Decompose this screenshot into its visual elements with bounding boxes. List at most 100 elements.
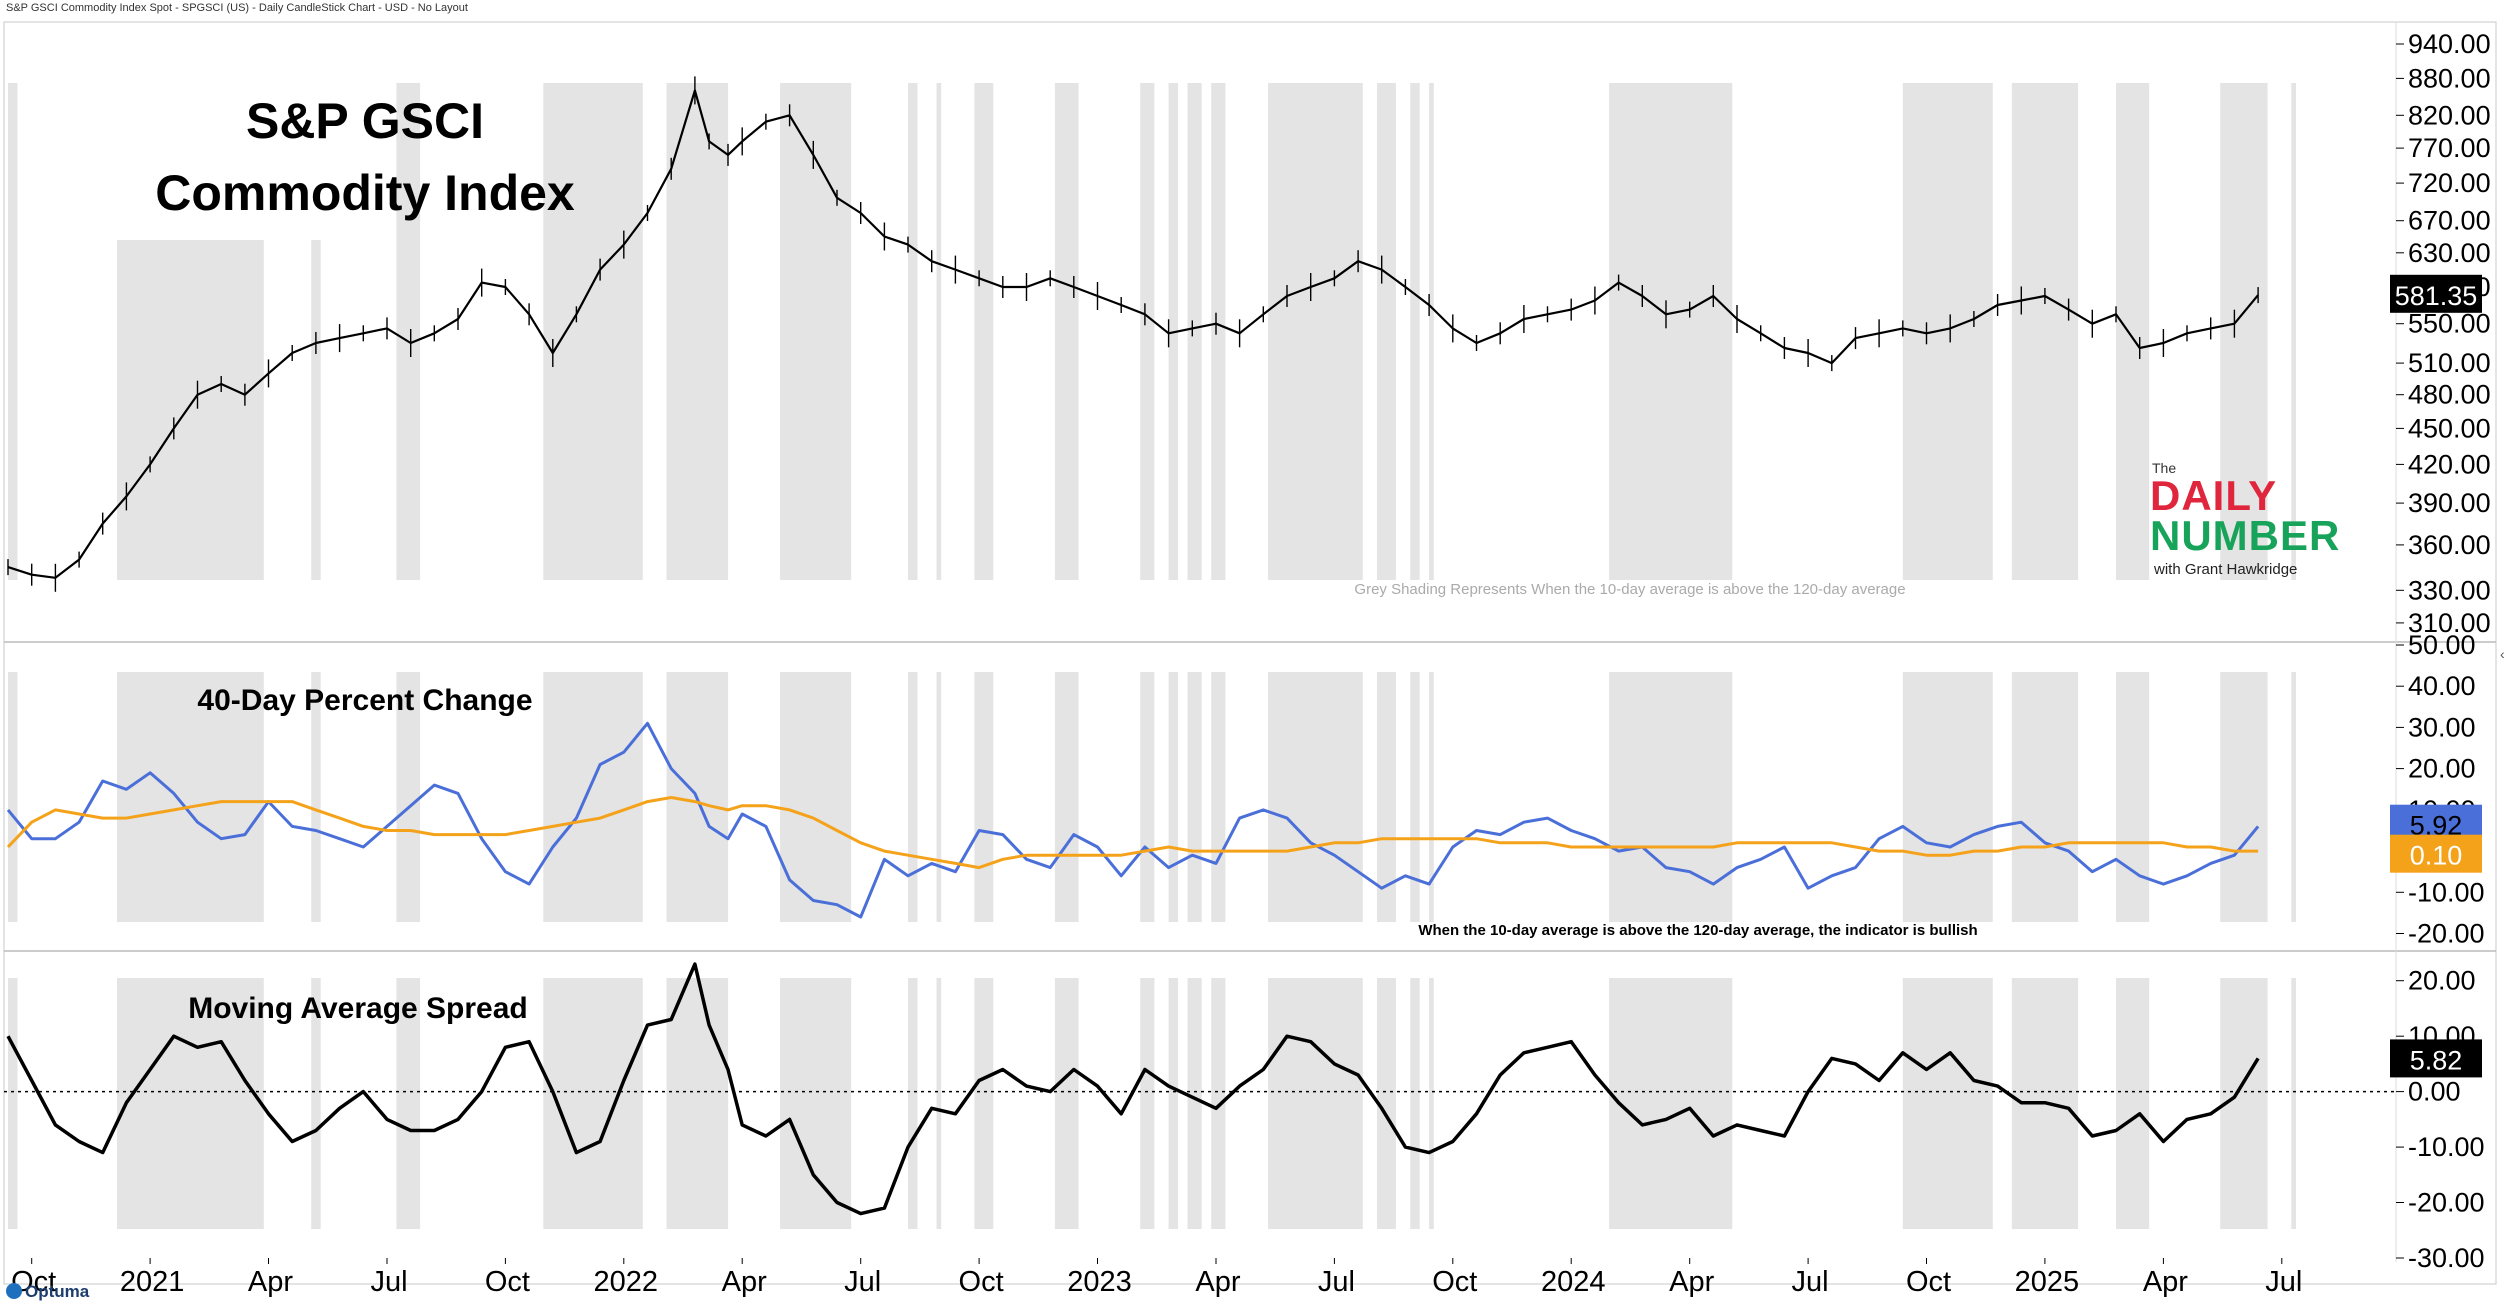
bullish-shade-band [1429,978,1434,1229]
spread-axis-tick-label: 20.00 [2408,966,2476,996]
bullish-shade-band [1429,83,1434,580]
bullish-shade-band [936,83,942,580]
x-tick-label: 2021 [120,1266,185,1298]
x-axis: Oct 2021 Apr Jul Oct 2022 Apr Jul Oct 2023 Apr Jul O… [11,1258,2302,1298]
bullish-shade-band [396,83,421,580]
bullish-shade-band [117,240,264,580]
price-axis-tick-label: 450.00 [2408,413,2491,443]
price-axis-tick-label: 330.00 [2408,575,2491,605]
bullish-shade-band [780,83,852,580]
pct-axis-tick-label: -20.00 [2408,919,2485,949]
bullish-shade-band [1410,978,1420,1229]
price-axis-tick-label: 360.00 [2408,530,2491,560]
series-layer [4,76,2396,1216]
bullish-shade-band [543,83,643,580]
scroll-left-icon[interactable]: ‹ [2500,646,2505,662]
price-axis-tick-label: 820.00 [2408,100,2491,130]
bullish-shade-band [311,240,321,580]
price-axis-tick-label: 310.00 [2408,608,2491,638]
x-tick-label: Apr [2143,1266,2188,1298]
x-tick-label: 2025 [2015,1266,2080,1298]
bullish-shade-band [2011,83,2079,580]
x-tick-label: Jul [1318,1266,1355,1298]
bullish-shade-band [8,83,18,580]
x-tick-label: 2022 [594,1266,659,1298]
bullish-shade-band [543,672,643,922]
last-value-labels: 581.355.920.105.82 [2390,274,2482,1078]
bullish-shade-band [311,672,321,922]
bullish-shade-band [1410,83,1420,580]
bullish-shade-band [1140,672,1155,922]
bullish-shade-band [117,672,264,922]
bullish-shade-band [1377,978,1396,1229]
spread-axis-tick-label: 0.00 [2408,1077,2461,1107]
bullish-shade-band [8,978,18,1229]
bullish-shade-band [1211,672,1226,922]
bullish-shade-band [1609,83,1733,580]
price-axis-tick-label: 480.00 [2408,380,2491,410]
shading-note: Grey Shading Represents When the 10-day … [1354,581,1905,598]
daily-number-logo: The DAILY NUMBER with Grant Hawkridge [2150,458,2390,588]
optuma-logo-icon [6,1283,22,1299]
bullish-shade-band [1609,978,1733,1229]
x-tick-label: Jul [844,1266,881,1298]
x-tick-label: 2023 [1067,1266,1132,1298]
bullish-shade-band [2220,672,2268,922]
bullish-shade-band [2291,672,2296,922]
bullish-shade-band [936,672,942,922]
pct-change-average-line [6,796,2259,870]
bullish-shade-band [974,672,994,922]
bullish-shade-band [1054,83,1079,580]
spread-axis-tick-label: -10.00 [2408,1132,2485,1162]
spread-axis-tick-label: -30.00 [2408,1243,2485,1273]
x-tick-label: Jul [1792,1266,1829,1298]
bullish-shade-band [908,672,918,922]
x-tick-label: Apr [248,1266,293,1298]
bullish-shade-band [2116,978,2150,1229]
bullish-shade-band [1168,672,1179,922]
price-axis-tick-label: 720.00 [2408,168,2491,198]
spread-axis-tick-label: -20.00 [2408,1188,2485,1218]
bullish-shade-band [1187,978,1202,1229]
price-panel: S&P GSCI Commodity Index Grey Shading Re… [155,93,1905,598]
pct-axis-tick-label: 20.00 [2408,754,2476,784]
bullish-shade-band [936,978,942,1229]
bullish-shade-band [2116,83,2150,580]
bullish-shade-band [1211,978,1226,1229]
bullish-shade-band [974,978,994,1229]
pct-change-panel: 40-Day Percent Change When the 10-day av… [197,684,1977,939]
bullish-shade-band [1187,672,1202,922]
bullish-shade-band [1268,672,1363,922]
bullish-shade-band [666,83,729,580]
bullish-shade-band [8,672,18,922]
bullish-shade-band [1609,672,1733,922]
bullish-shade-band [1902,978,1993,1229]
bullish-shade-band [1429,672,1434,922]
bullish-shade-band [543,978,643,1229]
pct-change-line [6,721,2260,919]
bullish-shade-band [1168,978,1179,1229]
bullish-shade-band [1187,83,1202,580]
panel-dividers [3,21,2497,1285]
price-last-label: 581.35 [2395,281,2478,311]
bullish-shade-band [780,672,852,922]
bullish-shade-band [396,978,421,1229]
x-tick-label: Oct [1432,1266,1477,1298]
logo-daily: DAILY [2150,472,2278,519]
pct-average-last-label: 0.10 [2410,841,2463,871]
chart-frame [3,21,2497,1285]
ma-spread-panel: Moving Average Spread [188,992,528,1025]
bullish-shade-band [2220,83,2268,580]
spread-last-label-box [2390,1039,2482,1078]
x-tick-label: Oct [1906,1266,1951,1298]
pct-average-last-label-box [2390,834,2482,873]
bullish-shade-band [2116,672,2150,922]
pct-axis-tick-label: 40.00 [2408,671,2476,701]
bullish-shade-band [1054,672,1079,922]
bullish-shade-band [396,672,421,922]
x-tick-label: Apr [1195,1266,1240,1298]
bullish-shade-band [1211,83,1226,580]
bullish-shade-band [908,83,918,580]
